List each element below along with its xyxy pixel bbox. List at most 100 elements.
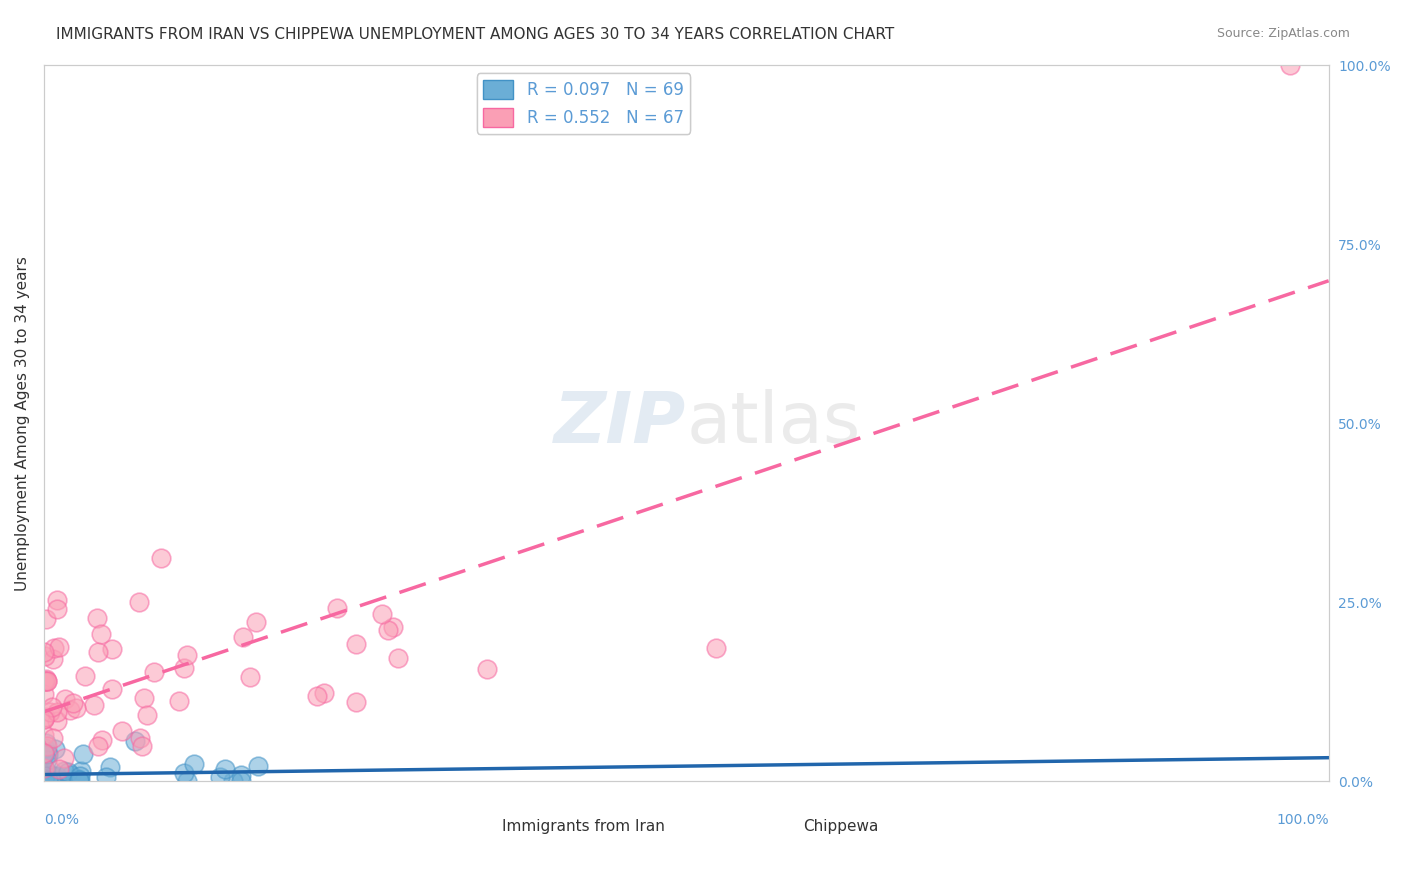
Point [38,772,60,787]
Point [136,708,159,723]
Point [90,626,112,640]
Point [35,773,58,788]
Text: 100.0%: 100.0% [1277,814,1329,827]
Point [111,724,134,739]
Text: Chippewa: Chippewa [803,820,879,834]
Point [49,774,72,789]
Point [56,764,79,779]
Point [307,690,329,704]
Point [35,739,58,753]
Point [87,645,110,659]
Point [124,734,146,748]
Point [176,774,198,789]
Point [41,700,63,714]
Point [245,615,267,629]
Point [86,611,108,625]
Point [34,769,56,783]
Point [90,732,112,747]
Point [48,762,70,776]
Point [34,649,56,664]
Text: atlas: atlas [686,389,860,458]
Point [53,692,76,706]
Point [34,771,56,785]
Text: Source: ZipAtlas.com: Source: ZipAtlas.com [1216,27,1350,40]
Point [45,705,67,719]
Point [44,742,66,756]
Point [48,640,70,655]
Point [32,761,55,775]
Point [222,774,245,789]
Point [39,767,62,781]
Point [134,691,156,706]
Point [34,773,56,788]
Point [86,739,108,753]
Point [67,772,90,787]
Point [173,661,195,675]
Point [167,694,190,708]
Point [239,669,262,683]
Point [1279,58,1302,72]
Point [83,698,105,712]
Point [32,772,55,787]
Point [35,770,58,784]
Point [173,765,195,780]
Point [69,764,91,779]
Point [101,681,124,696]
Point [344,637,367,651]
Point [45,774,67,789]
Point [129,731,152,745]
Point [62,696,84,710]
Point [706,640,728,655]
Point [45,593,67,607]
Point [35,672,58,686]
Point [377,623,399,637]
Point [37,674,59,689]
Point [131,739,153,753]
Point [37,747,59,761]
Point [41,772,63,786]
Point [32,747,55,761]
Point [34,710,56,724]
Point [475,662,498,676]
Point [35,611,58,625]
Text: IMMIGRANTS FROM IRAN VS CHIPPEWA UNEMPLOYMENT AMONG AGES 30 TO 34 YEARS CORRELAT: IMMIGRANTS FROM IRAN VS CHIPPEWA UNEMPLO… [56,27,894,42]
Point [37,767,59,781]
Point [35,736,58,750]
Point [312,685,335,699]
Point [229,773,252,788]
Point [32,772,55,787]
Point [44,640,66,655]
Point [32,772,55,787]
Point [96,770,118,784]
Point [69,774,91,789]
Point [69,769,91,783]
Point [32,645,55,659]
Point [39,771,62,785]
Point [34,774,56,789]
Text: ZIP: ZIP [554,389,686,458]
Legend: R = 0.097   N = 69, R = 0.552   N = 67: R = 0.097 N = 69, R = 0.552 N = 67 [477,73,690,134]
Point [35,674,58,689]
Point [326,600,349,615]
Point [37,774,59,789]
Point [32,772,55,786]
Point [100,642,122,657]
Point [52,751,75,765]
Point [32,767,55,781]
Point [32,772,55,786]
Point [32,712,55,726]
Y-axis label: Unemployment Among Ages 30 to 34 years: Unemployment Among Ages 30 to 34 years [15,256,30,591]
Point [37,773,59,788]
Point [34,774,56,789]
Point [53,764,76,779]
Point [44,770,66,784]
Point [387,650,409,665]
Point [37,769,59,783]
Point [41,652,63,666]
Point [59,703,82,717]
Point [214,762,236,776]
Point [34,673,56,688]
Point [32,712,55,726]
Point [39,774,62,789]
Point [34,771,56,785]
